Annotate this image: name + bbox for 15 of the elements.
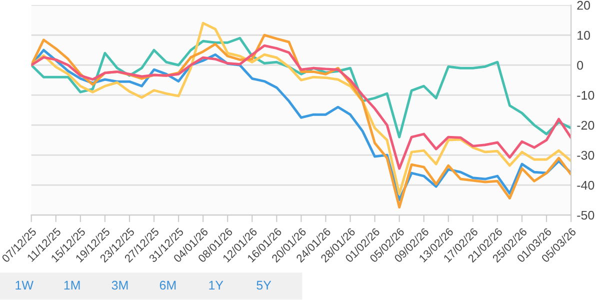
y-tick-label: -50 <box>577 210 594 220</box>
y-tick-label: 0 <box>577 60 584 70</box>
text: 1M <box>64 280 80 290</box>
text: 3M <box>112 280 128 290</box>
y-tick-label: -40 <box>577 180 594 190</box>
text: 1Y <box>209 280 224 290</box>
y-tick-label: -10 <box>577 90 594 100</box>
y-tick-label: -20 <box>577 120 594 130</box>
text: 6M <box>160 280 176 290</box>
text: 1W <box>16 280 34 290</box>
y-tick-label: 20 <box>577 0 590 10</box>
y-tick-label: -30 <box>577 150 594 160</box>
line-series <box>31 44 572 170</box>
text: 5Y <box>256 280 272 290</box>
y-tick-label: 10 <box>578 30 590 40</box>
